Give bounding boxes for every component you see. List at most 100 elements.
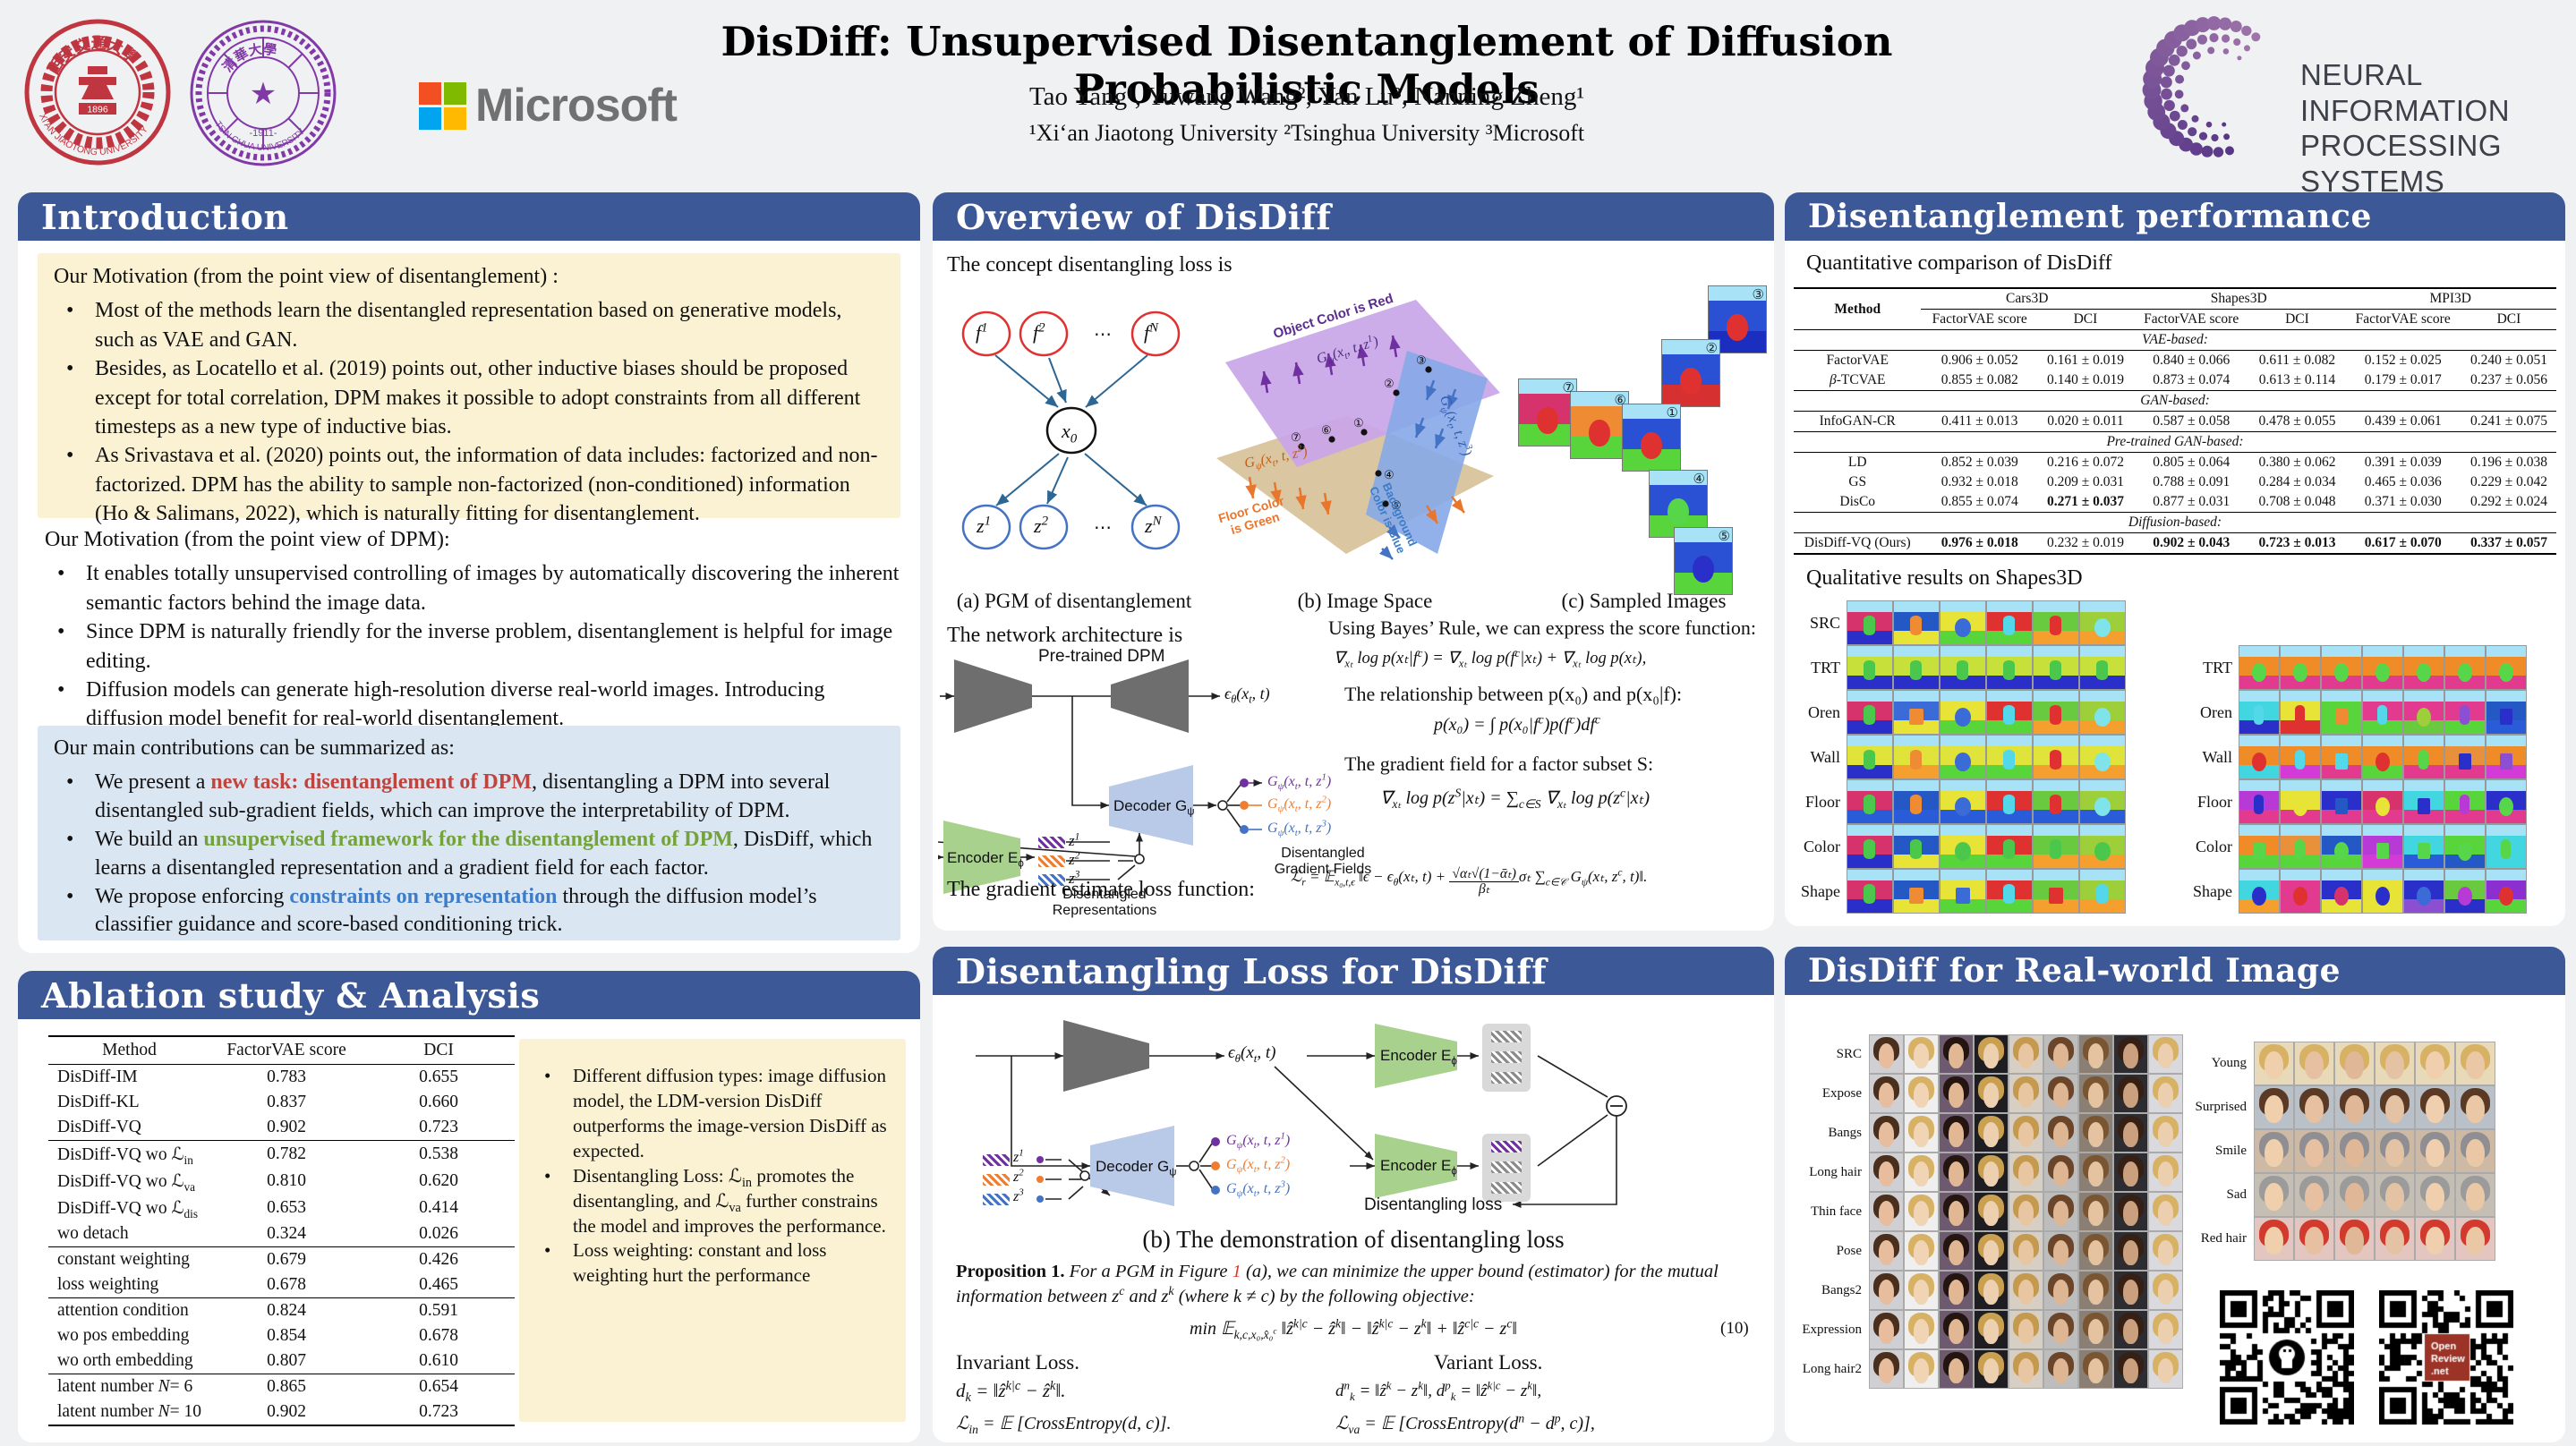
shapes-cell	[1893, 690, 1940, 735]
sky-band	[2281, 780, 2320, 791]
sky-band	[2445, 780, 2485, 791]
ablation-method: DisDiff-IM	[48, 1064, 211, 1090]
perf-section-label: Diffusion-based:	[1794, 512, 2556, 533]
shapes-cell	[2403, 779, 2444, 824]
floor-band	[2281, 764, 2320, 778]
neurips-dot	[2175, 74, 2185, 84]
shapes-cell	[2362, 690, 2403, 735]
face-thumbnail	[2415, 1217, 2455, 1261]
face	[2305, 1183, 2324, 1212]
floor-band	[1894, 630, 1939, 644]
github-qr-code	[2220, 1290, 2354, 1425]
face-thumbnail	[1974, 1034, 2009, 1074]
face-thumbnail	[1939, 1271, 1974, 1310]
face	[2345, 1051, 2364, 1080]
face-thumbnail	[2148, 1074, 2183, 1113]
neurips-dot	[2251, 32, 2261, 42]
face-row-label: Long hair	[1809, 1164, 1862, 1179]
shapes-cell	[2033, 600, 2079, 645]
object-shape	[2375, 797, 2390, 817]
neurips-dot	[2205, 121, 2213, 128]
shapes-cell	[2033, 869, 2079, 914]
sample-number: ④	[1693, 472, 1705, 487]
object-shape	[2050, 839, 2061, 860]
contributions-list: We present a new task: disentanglement o…	[54, 769, 884, 940]
face	[2385, 1227, 2404, 1255]
object-shape	[2050, 795, 2061, 815]
sky-band	[1571, 392, 1628, 407]
face-thumbnail	[1869, 1113, 1904, 1153]
perf-value: 0.411 ± 0.013	[1941, 413, 2018, 429]
shapes-grid-row: SRC	[1790, 600, 2126, 645]
perf-metric-header: DCI	[2037, 309, 2133, 330]
sky-band	[2080, 736, 2125, 746]
face-thumbnail	[2113, 1034, 2148, 1074]
ablation-value: 0.782	[210, 1140, 363, 1168]
ablation-value: 0.807	[267, 1351, 306, 1370]
neurips-dot	[2191, 115, 2199, 123]
shapes-cell	[2239, 735, 2280, 779]
face-thumbnail	[2043, 1153, 2078, 1192]
sky-band	[2034, 736, 2078, 746]
ablation-value: 0.837	[267, 1093, 306, 1111]
motivation1-heading: Our Motivation (from the point view of d…	[54, 265, 559, 288]
face-thumbnail	[2294, 1129, 2334, 1173]
floor-band	[1894, 898, 1939, 913]
floor-band	[2404, 719, 2444, 734]
object-shape	[1864, 750, 1875, 770]
floor-band	[2486, 898, 2526, 913]
object-shape	[2500, 839, 2512, 860]
bayes-eq: ∇xₜ log p(xₜ|fc) = ∇xₜ log p(fc|xₜ) + ∇x…	[1334, 646, 1647, 670]
sky-band	[2281, 825, 2320, 836]
sample-number: ⑦	[1562, 381, 1574, 396]
shapes-cell	[2486, 690, 2527, 735]
sky-band	[1941, 691, 1985, 702]
perf-method: LD	[1847, 455, 1867, 470]
object-shape	[2003, 660, 2015, 681]
face-thumbnail	[2375, 1129, 2415, 1173]
ffhq-attribute-grid: Young Surprised Smile Sad Red hair	[2189, 1042, 2495, 1261]
shapes-row-label: Oren	[2200, 702, 2232, 721]
face	[1983, 1083, 2000, 1108]
perf-value: 0.906 ± 0.052	[1941, 353, 2018, 368]
pgm-dots-top: ⋯	[1094, 325, 1112, 344]
floor-band	[2445, 898, 2485, 913]
face	[2385, 1051, 2404, 1080]
z2-chip-icon	[1038, 855, 1065, 867]
face-thumbnail	[2078, 1192, 2113, 1231]
perf-value: 0.855 ± 0.082	[1941, 372, 2018, 387]
sky-band	[1941, 601, 1985, 612]
face	[2466, 1139, 2485, 1168]
grad-intro: The gradient field for a factor subset S…	[1344, 753, 1654, 775]
face	[2426, 1095, 2444, 1124]
variant-loss-head: Variant Loss.	[1434, 1351, 1543, 1374]
perf-value: 0.237 ± 0.056	[2469, 372, 2547, 387]
shapes-row-label: Oren	[1808, 702, 1840, 721]
floor-band	[2404, 764, 2444, 778]
object-shape	[2251, 887, 2266, 906]
face-thumbnail	[2254, 1173, 2294, 1217]
ablation-value: 0.678	[419, 1326, 458, 1345]
shapes-grid-row: Shape	[1790, 869, 2126, 914]
neurips-text-line2: PROCESSING SYSTEMS	[2300, 129, 2503, 198]
face-thumbnail	[2455, 1042, 2495, 1085]
sampled-images-panel: ③ ② ⑦ ⑥ ① ④ ⑤	[1516, 284, 1767, 597]
shapes-cell	[1940, 735, 1986, 779]
sky-band	[2281, 691, 2320, 702]
neurips-dot	[2207, 47, 2215, 55]
face-thumbnail	[2334, 1085, 2375, 1129]
ablation-row: wo orth embedding 0.807 0.610	[48, 1348, 515, 1374]
sky-band	[2363, 736, 2402, 746]
label-z3: z3	[1069, 868, 1080, 887]
face-thumbnail	[1869, 1349, 1904, 1389]
object-shape	[2253, 795, 2265, 815]
sky-band	[1894, 870, 1939, 880]
authors: Tao Yang¹, Yuwang Wang², Yan Lu³, Nannin…	[1028, 82, 1585, 111]
shapes-cell	[2033, 779, 2079, 824]
face	[2157, 1161, 2174, 1187]
object-shape	[2334, 709, 2348, 726]
ablation-method: wo orth embedding	[57, 1351, 193, 1370]
ablation-row: wo detach 0.324 0.026	[48, 1221, 515, 1247]
face	[2345, 1183, 2364, 1212]
pgm-node-x0: x0	[1062, 420, 1078, 447]
